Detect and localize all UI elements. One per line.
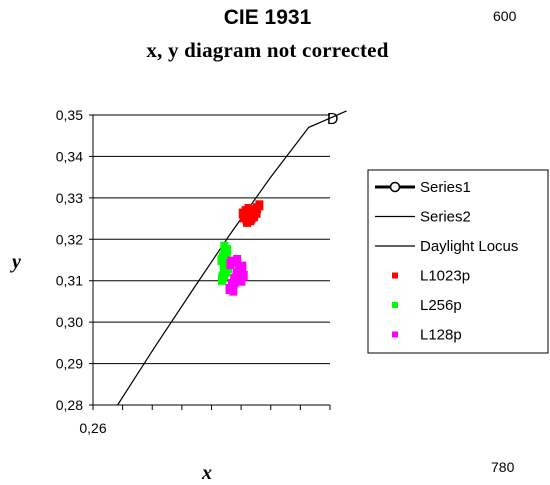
y-tick-label: 0,33	[56, 190, 83, 206]
data-point-l1023p	[244, 204, 253, 215]
legend-item-l1023p-label: L1023p	[420, 268, 470, 285]
data-point-l256p	[220, 241, 229, 252]
corner-label-bottom: 780	[491, 459, 515, 475]
legend-item-daylight-locus-label: Daylight Locus	[420, 238, 518, 255]
series-line-daylight-locus	[117, 110, 347, 406]
legend-item-l256p-swatch	[392, 302, 398, 308]
data-point-l128p	[227, 256, 236, 267]
data-point-l1023p	[246, 215, 255, 226]
y-tick-labels: 0,35 0,34 0,33 0,32 0,31 0,30 0,29 0,28	[56, 107, 83, 413]
annotation-label: D	[327, 111, 339, 128]
legend-item-series1-marker	[389, 181, 401, 193]
gridlines	[93, 114, 330, 406]
x-tick-labels: 0,26	[79, 420, 106, 436]
y-tick-label: 0,35	[56, 107, 83, 123]
legend-item-l1023p-swatch	[392, 272, 398, 279]
annotations: D	[327, 111, 339, 128]
data-point-l128p	[229, 285, 238, 296]
y-tick-label: 0,34	[56, 148, 83, 164]
x-axis-label: x	[202, 462, 212, 484]
data-point-l128p	[233, 255, 242, 265]
y-tick-label: 0,32	[56, 231, 83, 247]
chart-title: CIE 1931	[223, 6, 312, 29]
y-tick-label: 0,28	[56, 397, 83, 413]
y-tick-label: 0,30	[56, 314, 83, 330]
x-tick-label: 0,26	[79, 420, 106, 436]
y-axis-label: y	[12, 251, 21, 273]
data-point-l128p	[236, 263, 245, 274]
legend-item-l128p-label: L128p	[420, 327, 462, 344]
legend-item-l256p-label: L256p	[420, 297, 462, 314]
y-tick-label: 0,29	[56, 356, 83, 372]
legend-item-l128p-swatch	[392, 331, 398, 338]
plot-series	[117, 110, 347, 406]
legend-box	[367, 169, 549, 354]
legend-item-series1-label: Series1	[420, 179, 471, 196]
axes	[89, 114, 331, 410]
y-tick-label: 0,31	[56, 273, 83, 289]
legend: Series1 Series2 Daylight Locus L1023p L256p L…	[367, 169, 549, 354]
data-point-l1023p	[255, 200, 264, 211]
legend-item-series2-label: Series2	[420, 209, 471, 226]
chart-subtitle: x, y diagram not corrected	[146, 38, 389, 62]
corner-label-top: 600	[493, 8, 517, 24]
